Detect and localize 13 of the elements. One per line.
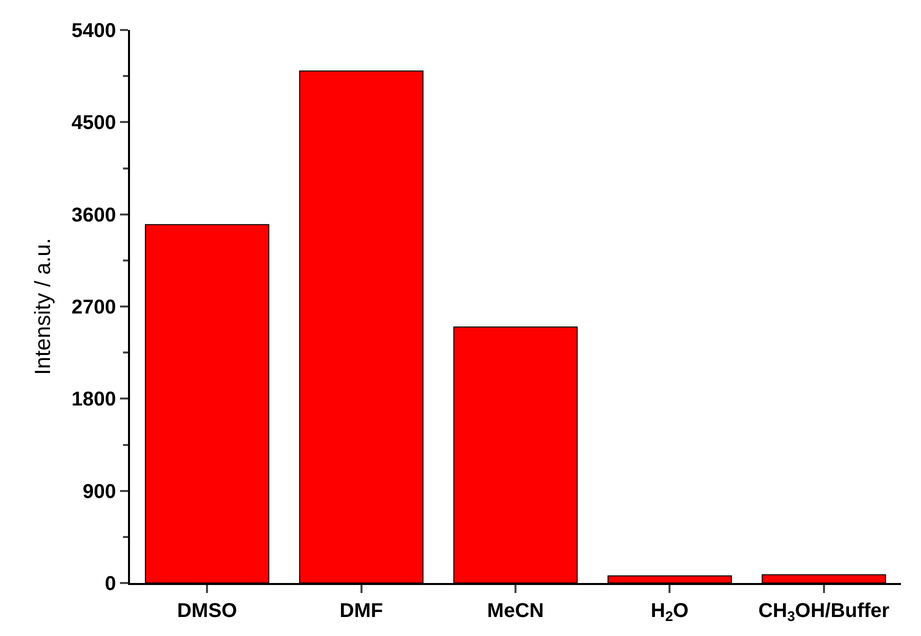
- x-tick-label: MeCN: [487, 600, 544, 622]
- x-tick-label: DMSO: [177, 600, 238, 622]
- y-tick-label: 1800: [72, 388, 116, 411]
- x-tick-label: H$_{2}$O: [650, 600, 689, 624]
- y-tick-label: 3600: [72, 204, 116, 226]
- x-tick-label: CH$_{3}$OH/Buffer: [758, 600, 890, 624]
- y-tick-label: 5400: [72, 20, 116, 42]
- x-tick-label: DMF: [340, 600, 383, 622]
- y-tick-label: 0: [104, 573, 116, 595]
- y-tick-label: 2700: [72, 296, 116, 318]
- y-axis-title: Intensity / a.u.: [30, 238, 55, 375]
- y-tick-label: 4500: [72, 112, 116, 134]
- y-tick-label: 900: [82, 480, 116, 503]
